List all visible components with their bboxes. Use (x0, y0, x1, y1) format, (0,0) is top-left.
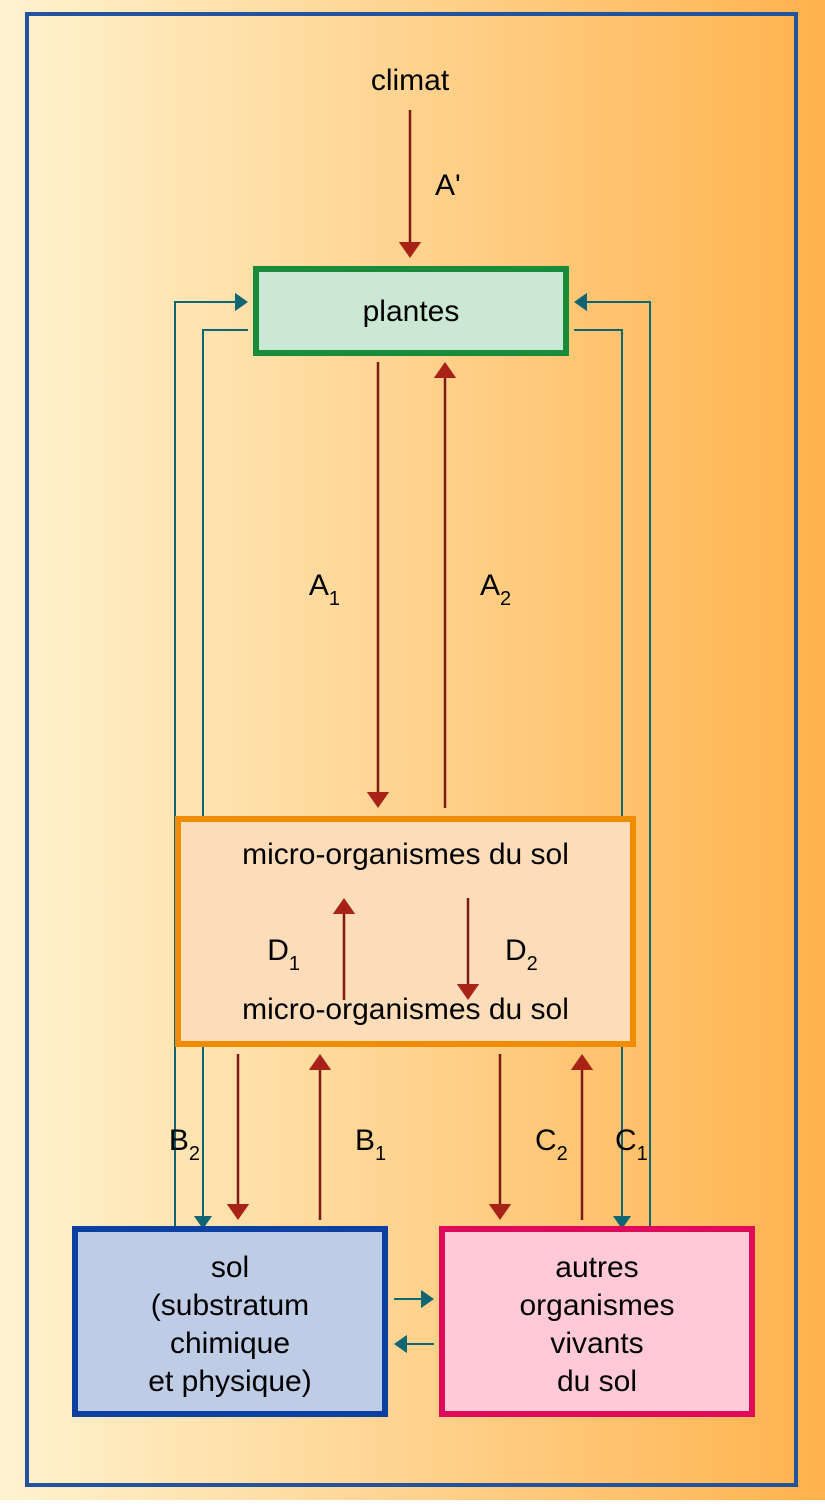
svg-text:sol: sol (211, 1251, 249, 1284)
svg-text:(substratum: (substratum (151, 1289, 309, 1322)
svg-text:climat: climat (371, 64, 450, 97)
svg-text:et physique): et physique) (148, 1365, 311, 1398)
svg-text:A': A' (435, 169, 461, 202)
svg-text:plantes: plantes (363, 295, 460, 328)
svg-text:du sol: du sol (557, 1365, 637, 1398)
svg-text:organismes: organismes (519, 1289, 674, 1322)
diagram-root: plantes micro-organismes du sol micro-orga… (0, 0, 825, 1500)
svg-text:micro-organismes du sol: micro-organismes du sol (242, 838, 569, 871)
svg-text:vivants: vivants (550, 1327, 643, 1360)
svg-text:micro-organismes du sol: micro-organismes du sol (242, 993, 569, 1026)
svg-text:autres: autres (555, 1251, 638, 1284)
svg-text:chimique: chimique (170, 1327, 290, 1360)
diagram-svg: plantes micro-organismes du sol micro-orga… (0, 0, 825, 1500)
